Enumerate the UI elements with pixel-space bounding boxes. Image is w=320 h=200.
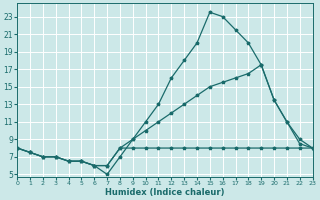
X-axis label: Humidex (Indice chaleur): Humidex (Indice chaleur) — [105, 188, 225, 197]
